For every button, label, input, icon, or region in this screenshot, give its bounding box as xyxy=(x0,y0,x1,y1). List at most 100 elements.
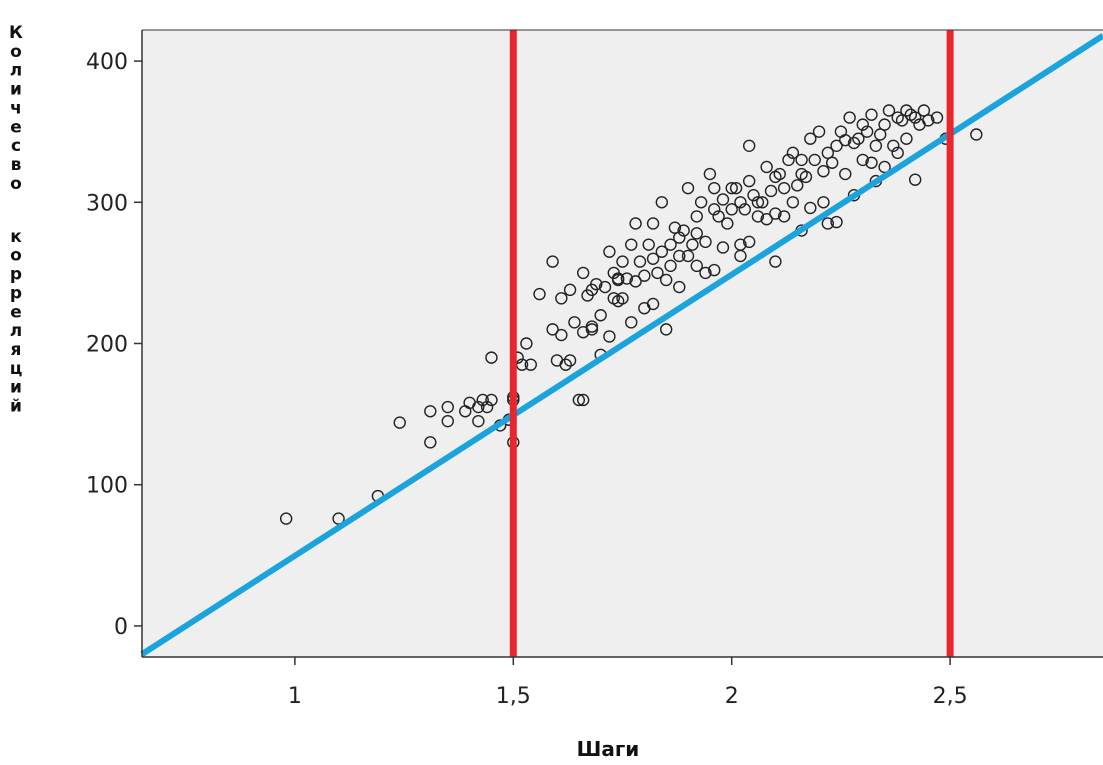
data-point xyxy=(611,273,625,287)
data-point xyxy=(559,358,572,371)
data-point xyxy=(908,173,922,186)
data-point xyxy=(878,118,891,131)
data-point xyxy=(747,189,760,202)
y-tick-label: 300 xyxy=(86,191,128,216)
y-axis-title-letter: в xyxy=(11,155,22,175)
data-point xyxy=(603,245,616,258)
data-point xyxy=(480,400,494,414)
y-axis-title-letter: с xyxy=(11,136,21,156)
y-axis-title-letter: р xyxy=(10,283,22,303)
data-point xyxy=(673,249,686,263)
data-point xyxy=(616,255,629,268)
data-point xyxy=(664,259,677,273)
data-point xyxy=(629,275,642,288)
data-point xyxy=(734,196,747,209)
x-tick-label: 2 xyxy=(725,684,739,709)
data-point xyxy=(603,330,616,343)
data-point xyxy=(856,153,869,167)
x-tick-label: 1 xyxy=(288,684,302,709)
data-point xyxy=(699,235,712,249)
data-point xyxy=(708,263,721,277)
data-point xyxy=(812,125,826,138)
data-point xyxy=(690,227,703,240)
data-point xyxy=(555,328,568,342)
y-axis-title-letter: р xyxy=(10,265,22,285)
data-point xyxy=(808,153,821,167)
fit-line-layer xyxy=(140,33,1103,657)
data-point xyxy=(830,139,843,152)
y-axis-title-letter: о xyxy=(10,42,22,62)
data-point xyxy=(659,323,673,336)
data-point xyxy=(694,196,708,209)
data-point xyxy=(738,203,752,216)
data-point xyxy=(673,280,686,294)
data-point xyxy=(716,241,730,254)
data-point xyxy=(786,146,800,160)
y-axis-title-letter: ц xyxy=(10,359,23,379)
y-tick-label: 400 xyxy=(86,50,128,75)
data-point xyxy=(769,207,782,220)
data-point xyxy=(908,111,922,124)
data-point xyxy=(629,217,642,230)
y-axis-title-letter: к xyxy=(10,227,22,247)
data-point xyxy=(664,238,677,251)
data-point xyxy=(441,400,454,414)
data-point xyxy=(786,196,800,209)
data-point xyxy=(620,272,634,285)
y-axis-title-letter: е xyxy=(10,302,22,322)
data-point xyxy=(524,358,537,371)
y-axis-title-letter: и xyxy=(10,378,22,398)
data-point xyxy=(742,139,756,152)
data-point xyxy=(472,400,485,414)
data-point xyxy=(681,249,695,263)
data-point xyxy=(891,146,904,160)
data-point xyxy=(852,132,865,145)
y-axis-title-letter: я xyxy=(11,340,22,360)
y-axis-title-letter: ч xyxy=(10,98,22,118)
y-axis-title-letter: е xyxy=(10,117,22,137)
data-point xyxy=(681,181,695,195)
y-ticks-layer: 0 100 200 300 400 xyxy=(86,50,142,640)
data-point xyxy=(782,153,795,167)
x-ticks-layer: 1 1,5 2 2,5 xyxy=(288,657,968,709)
x-tick-label: 1,5 xyxy=(496,684,531,709)
data-point xyxy=(817,165,830,178)
data-point xyxy=(673,231,686,244)
data-point xyxy=(568,316,581,329)
data-point xyxy=(922,114,935,127)
data-point xyxy=(734,249,747,263)
data-point xyxy=(869,139,883,152)
data-point xyxy=(576,393,590,407)
y-tick-label: 100 xyxy=(86,474,128,499)
y-tick-label: 0 xyxy=(114,615,128,640)
data-point xyxy=(860,125,874,138)
data-point xyxy=(742,174,756,188)
data-point xyxy=(646,217,660,230)
data-point xyxy=(804,132,817,145)
data-point xyxy=(708,181,721,195)
vertical-lines-layer xyxy=(509,30,954,657)
data-point xyxy=(699,266,712,280)
data-point xyxy=(777,181,791,195)
data-point xyxy=(677,224,690,237)
data-point xyxy=(441,414,454,428)
y-axis-title-letter: л xyxy=(10,321,22,341)
data-point xyxy=(393,416,406,429)
data-point xyxy=(751,210,765,223)
data-point xyxy=(572,393,586,407)
data-point xyxy=(777,210,791,223)
data-point xyxy=(424,405,437,418)
data-point xyxy=(646,252,660,265)
data-point xyxy=(485,393,498,407)
data-point xyxy=(563,354,577,367)
data-point xyxy=(847,136,861,150)
data-point xyxy=(729,181,743,195)
data-point xyxy=(485,351,498,364)
x-tick-label: 2,5 xyxy=(933,684,968,709)
data-point xyxy=(721,217,734,230)
data-point xyxy=(712,210,725,223)
data-point xyxy=(970,128,983,141)
data-point xyxy=(546,255,559,268)
